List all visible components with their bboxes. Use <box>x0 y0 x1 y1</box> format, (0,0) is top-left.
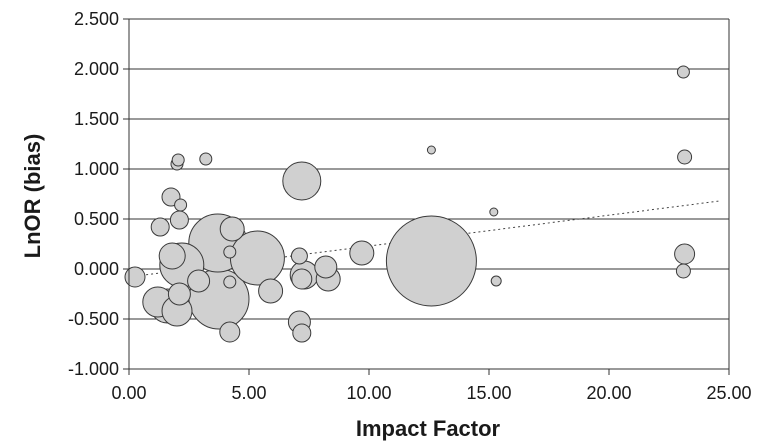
y-tick-label: 0.500 <box>74 209 119 229</box>
bubble-point <box>199 152 213 166</box>
y-tick-label: -0.500 <box>68 309 119 329</box>
bubble-point <box>490 275 502 287</box>
bubble-point <box>219 321 241 343</box>
bubble-point <box>174 198 188 212</box>
y-tick-label: -1.000 <box>68 359 119 379</box>
bubbles <box>124 65 696 343</box>
bubble-point <box>158 242 186 270</box>
bubble-point <box>314 255 338 279</box>
y-tick-label: 2.500 <box>74 9 119 29</box>
bubble-point <box>171 153 185 167</box>
bubble-point <box>426 145 436 155</box>
bubble-point <box>291 268 313 290</box>
y-tick-label: 2.000 <box>74 59 119 79</box>
bubble-point <box>674 243 696 265</box>
y-axis-title: LnOR (bias) <box>20 134 45 259</box>
x-axis-title: Impact Factor <box>356 416 501 441</box>
bubble-point <box>675 263 691 279</box>
bubble-point <box>223 275 237 289</box>
bubble-point <box>167 282 191 306</box>
tick-labels: -1.000 -0.500 0.000 0.500 1.000 1.500 2.000 2.5… <box>68 9 752 403</box>
bubble-point <box>223 245 237 259</box>
bubble-point <box>676 65 690 79</box>
bubble-point <box>169 210 189 230</box>
bubble-point <box>187 269 211 293</box>
x-tick-label: 20.00 <box>586 383 631 403</box>
y-tick-label: 0.000 <box>74 259 119 279</box>
bubble-point <box>124 266 146 288</box>
x-tick-label: 0.00 <box>111 383 146 403</box>
x-tick-label: 10.00 <box>346 383 391 403</box>
bubble-point <box>219 216 245 242</box>
x-tick-label: 25.00 <box>706 383 751 403</box>
x-tick-label: 5.00 <box>231 383 266 403</box>
bubble-point <box>258 278 284 304</box>
x-tick-label: 15.00 <box>466 383 511 403</box>
bubble-point <box>150 217 170 237</box>
y-tick-label: 1.500 <box>74 109 119 129</box>
bubble-point <box>282 161 322 201</box>
trendline-group <box>136 200 720 277</box>
bubble-point <box>385 215 477 307</box>
trendline <box>136 200 720 277</box>
bubble-point <box>349 240 375 266</box>
bubble-point <box>292 323 312 343</box>
bubble-point <box>677 149 693 165</box>
axes <box>123 18 730 375</box>
y-tick-label: 1.000 <box>74 159 119 179</box>
bubble-point <box>290 247 308 265</box>
bubble-point <box>489 207 499 217</box>
